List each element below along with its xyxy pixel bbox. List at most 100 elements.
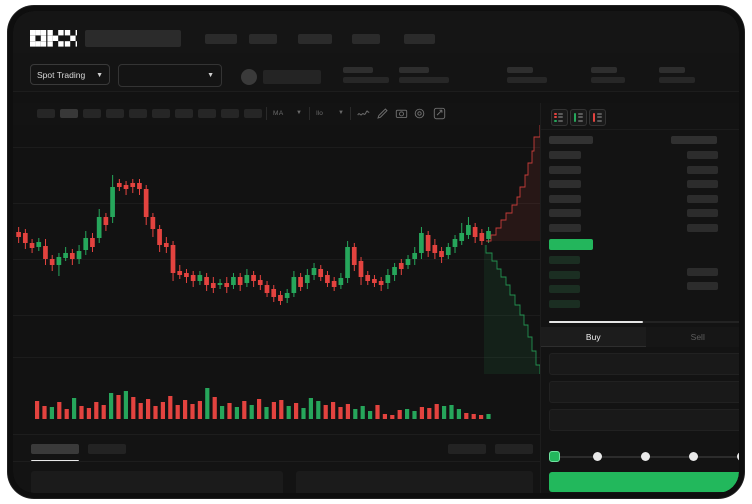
orderbook-right-row (687, 224, 718, 232)
orderbook-ask-row[interactable] (549, 165, 581, 174)
orderbook-ask-row[interactable] (549, 209, 581, 218)
depth-chart (484, 125, 540, 374)
timeframe-button[interactable] (129, 109, 147, 118)
orderbook-asks-icon[interactable] (589, 109, 606, 126)
orderbook-ask-row[interactable] (549, 180, 581, 189)
timeframe-button[interactable] (221, 109, 239, 118)
orderbook-ask-row[interactable] (549, 151, 581, 159)
line-chart-icon[interactable] (357, 107, 370, 120)
orders-tab[interactable] (31, 444, 79, 454)
orderbook-bids-icon[interactable] (570, 109, 587, 126)
ticker-stat-label (659, 67, 685, 73)
chevron-down-icon: ▼ (96, 72, 103, 79)
orderbook-bid-row[interactable] (549, 270, 580, 279)
search-input[interactable] (85, 30, 181, 47)
device-frame: Spot Trading ▼ ▼ MA ▼ Ilo ▼ (8, 6, 744, 498)
nav-item[interactable] (404, 34, 435, 44)
orderbook-both-icon[interactable] (551, 109, 568, 126)
coin-avatar (241, 69, 257, 85)
indicator-label[interactable]: Ilo (316, 110, 323, 117)
timeframe-button[interactable] (83, 109, 101, 118)
orderbook-scrollbar-track[interactable] (549, 321, 739, 323)
timeframe-button[interactable] (60, 109, 78, 118)
timeframe-button[interactable] (37, 109, 55, 118)
chevron-down-icon: ▼ (207, 72, 214, 79)
pair-select[interactable]: ▼ (118, 64, 222, 87)
orderbook-ask-row[interactable] (549, 194, 581, 203)
price-field[interactable] (549, 353, 739, 375)
orderbook-bid-row[interactable] (549, 299, 580, 308)
ticker-stat-label (399, 67, 429, 73)
timeframe-button[interactable] (198, 109, 216, 118)
ticker-stat-value (659, 77, 695, 83)
orderbook-scrollbar-thumb[interactable] (549, 321, 643, 323)
orderbook-right-row (687, 180, 718, 189)
orders-panel-control[interactable] (495, 444, 533, 454)
volume-bars (35, 388, 491, 419)
amount-field[interactable] (549, 381, 739, 403)
tab-buy[interactable]: Buy (541, 327, 646, 347)
volume-chart (13, 374, 540, 434)
orderbook-highlight-row[interactable] (549, 238, 593, 250)
ticker-stat (399, 67, 449, 83)
price-chart[interactable] (13, 125, 540, 374)
ticker-stat-value (399, 77, 449, 83)
total-field[interactable] (549, 409, 739, 431)
timeframe-button[interactable] (244, 109, 262, 118)
orders-tab[interactable] (88, 444, 126, 454)
orderbook-bid-row[interactable] (549, 256, 580, 265)
nav-item[interactable] (298, 34, 332, 44)
orderbook-right-row (687, 282, 718, 291)
tab-sell[interactable]: Sell (645, 327, 739, 347)
orderbook-right-row (687, 209, 718, 218)
ma-indicator-label[interactable]: MA (273, 110, 284, 117)
orderbook-right-row (687, 194, 718, 203)
pencil-icon[interactable] (376, 107, 389, 120)
nav-item[interactable] (205, 34, 237, 44)
chart-gridline (13, 315, 540, 316)
orderbook-rows[interactable] (541, 130, 739, 318)
ticker-stat (507, 67, 547, 83)
timeframe-button[interactable] (152, 109, 170, 118)
percent-slider-node[interactable] (592, 452, 602, 461)
orders-panel-control[interactable] (448, 444, 486, 454)
orders-content-box (31, 471, 283, 493)
chevron-down-icon[interactable]: ▼ (296, 110, 302, 116)
toolbar-divider (350, 107, 351, 120)
trading-mode-select[interactable]: Spot Trading ▼ (30, 64, 110, 85)
gear-icon[interactable] (413, 107, 426, 120)
percent-slider-node[interactable] (640, 452, 650, 461)
chart-gridline (13, 203, 540, 204)
okx-logo[interactable] (30, 30, 77, 47)
timeframe-button[interactable] (175, 109, 193, 118)
chart-gridline (13, 259, 540, 260)
orderbook-right-row (687, 165, 718, 174)
ticker-bar (13, 53, 739, 92)
ticker-stat-label (591, 67, 617, 73)
orderbook-col-header-left (549, 136, 593, 144)
percent-slider-handle[interactable] (549, 451, 560, 462)
percent-slider-node[interactable] (688, 452, 698, 461)
top-navbar (13, 11, 739, 53)
percent-slider-node[interactable] (736, 452, 739, 461)
orderbook-panel: Buy Sell (540, 103, 739, 493)
chevron-down-icon[interactable]: ▼ (338, 110, 344, 116)
submit-buy-button[interactable] (549, 472, 739, 492)
orderbook-bid-row[interactable] (549, 285, 580, 294)
toolbar-divider (266, 107, 267, 120)
ticker-stat (343, 67, 389, 83)
timeframe-button[interactable] (106, 109, 124, 118)
nav-item[interactable] (352, 34, 380, 44)
chart-toolbar: MA ▼ Ilo ▼ (13, 103, 540, 126)
trading-mode-label: Spot Trading (37, 70, 86, 80)
orderbook-header-divider (541, 129, 739, 130)
order-form-tab-underline (541, 346, 646, 347)
ticker-stat-value (343, 77, 389, 83)
orderbook-right-row (687, 151, 718, 159)
nav-item[interactable] (249, 34, 277, 44)
fullscreen-icon[interactable] (433, 107, 446, 120)
app-screen: Spot Trading ▼ ▼ MA ▼ Ilo ▼ (13, 11, 739, 493)
camera-icon[interactable] (395, 107, 408, 120)
orderbook-ask-row[interactable] (549, 224, 581, 232)
candlestick-series (16, 175, 491, 305)
